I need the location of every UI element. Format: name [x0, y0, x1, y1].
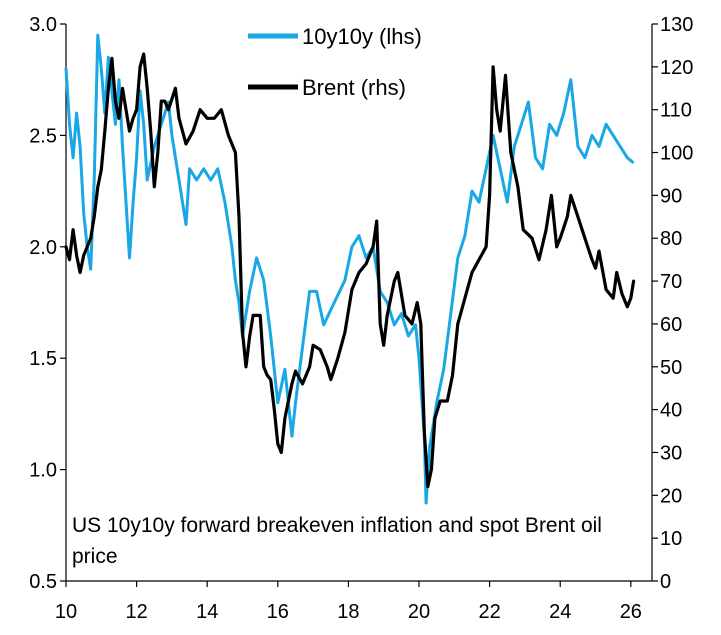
legend-label-10y10y: 10y10y (lhs) [302, 24, 422, 49]
x-tick-label: 18 [337, 601, 359, 623]
x-tick-label: 12 [125, 601, 147, 623]
x-tick-label: 20 [408, 601, 430, 623]
x-tick-label: 14 [196, 601, 218, 623]
right-tick-label: 20 [660, 485, 682, 507]
x-tick-label: 16 [267, 601, 289, 623]
right-tick-label: 90 [660, 185, 682, 207]
x-ticks: 10 12 14 16 18 20 22 24 26 [55, 581, 642, 623]
left-y-ticks: 0.5 1.0 1.5 2.0 2.5 3.0 [29, 14, 66, 593]
series-line-brent [64, 52, 636, 489]
left-tick-label: 2.0 [29, 237, 57, 259]
right-tick-label: 40 [660, 400, 682, 422]
x-tick-label: 26 [620, 601, 642, 623]
left-tick-label: 2.5 [29, 125, 57, 147]
right-tick-label: 70 [660, 271, 682, 293]
series-layer [64, 33, 636, 505]
x-tick-label: 22 [478, 601, 500, 623]
chart-caption: US 10y10y forward breakeven inflation an… [72, 514, 602, 568]
right-tick-label: 50 [660, 357, 682, 379]
right-tick-label: 30 [660, 442, 682, 464]
left-tick-label: 1.5 [29, 348, 57, 370]
right-tick-label: 120 [660, 57, 693, 79]
series-line-10y10y [64, 33, 635, 505]
right-tick-label: 100 [660, 143, 693, 165]
right-tick-label: 0 [660, 571, 671, 593]
left-tick-label: 1.0 [29, 460, 57, 482]
left-tick-label: 0.5 [29, 571, 57, 593]
right-tick-label: 10 [660, 528, 682, 550]
right-y-ticks: 0 10 20 30 40 50 60 70 80 90 100 110 120 130 [652, 14, 693, 593]
right-tick-label: 130 [660, 14, 693, 36]
legend-label-brent: Brent (rhs) [302, 75, 406, 100]
right-tick-label: 80 [660, 228, 682, 250]
left-tick-label: 3.0 [29, 14, 57, 36]
x-tick-label: 10 [55, 601, 77, 623]
right-tick-label: 110 [660, 100, 692, 122]
right-tick-label: 60 [660, 314, 682, 336]
axes: 0.5 1.0 1.5 2.0 2.5 3.0 0 10 20 30 40 50 60 70 80 90 10… [29, 14, 693, 623]
x-tick-label: 24 [549, 601, 571, 623]
legend: 10y10y (lhs) Brent (rhs) [248, 24, 422, 100]
